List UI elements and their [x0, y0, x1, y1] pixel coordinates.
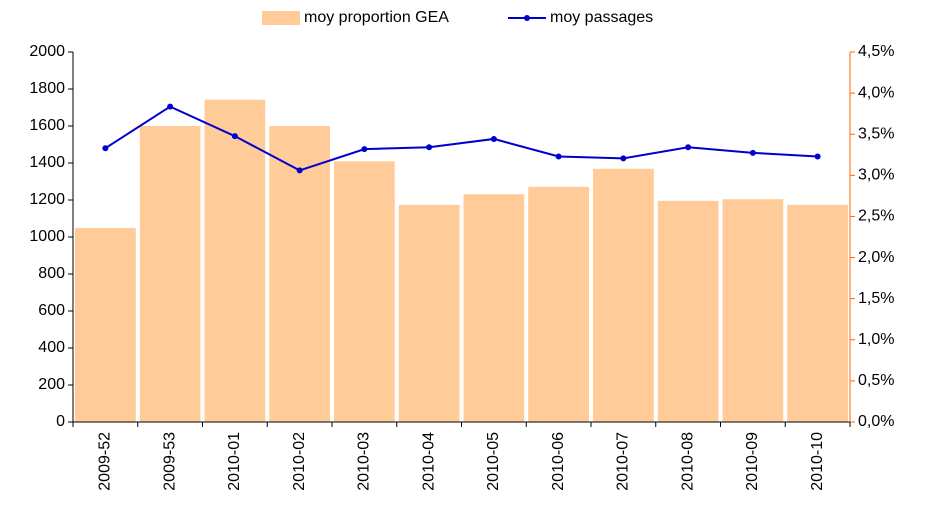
bar: [593, 168, 654, 422]
y-tick-label: 1200: [29, 191, 65, 208]
marker: [620, 155, 627, 162]
y2-tick-label: 2,0%: [858, 249, 894, 266]
y2-tick-label: 1,0%: [858, 331, 894, 348]
legend-marker: [524, 15, 530, 21]
y2-tick-label: 2,5%: [858, 208, 894, 225]
y-tick-label: 400: [38, 339, 65, 356]
marker: [361, 146, 368, 153]
legend-label: moy passages: [550, 9, 653, 26]
x-tick-label: 2010-02: [291, 432, 308, 491]
y2-tick-label: 4,0%: [858, 84, 894, 101]
bar: [463, 194, 525, 422]
x-tick-label: 2010-07: [615, 432, 632, 491]
y-tick-label: 2000: [29, 43, 65, 60]
y2-tick-label: 4,5%: [858, 43, 894, 60]
bar: [334, 161, 395, 422]
x-tick-label: 2010-04: [420, 432, 437, 491]
y-tick-label: 600: [38, 302, 65, 319]
line: [104, 105, 818, 172]
marker: [102, 145, 109, 152]
x-tick-label: 2010-03: [356, 432, 373, 491]
bar: [528, 186, 589, 422]
bar: [398, 204, 460, 422]
marker: [555, 153, 562, 160]
y-tick-label: 200: [38, 376, 65, 393]
x-tick-label: 2010-01: [226, 432, 243, 491]
bar: [204, 99, 266, 422]
x-tick-label: 2009-53: [161, 432, 178, 491]
bar: [722, 199, 784, 422]
y-tick-label: 800: [38, 265, 65, 282]
marker: [685, 144, 692, 151]
x-tick-label: 2010-09: [744, 432, 761, 491]
marker: [749, 149, 756, 156]
x-tick-label: 2009-52: [97, 432, 114, 491]
y2-tick-label: 3,0%: [858, 167, 894, 184]
marker: [490, 135, 497, 142]
marker: [814, 153, 821, 160]
x-tick-label: 2010-08: [679, 432, 696, 491]
x-tick-label: 2010-06: [550, 432, 567, 491]
marker: [296, 167, 303, 174]
y-tick-label: 1000: [29, 228, 65, 245]
bar: [269, 126, 330, 422]
y2-tick-label: 3,5%: [858, 125, 894, 142]
bar: [657, 200, 719, 422]
bar: [75, 227, 136, 422]
bar: [139, 126, 201, 422]
marker: [167, 103, 174, 110]
x-tick-label: 2010-10: [809, 432, 826, 491]
y-tick-label: 0: [56, 413, 65, 430]
y-tick-label: 1400: [29, 154, 65, 171]
y-tick-label: 1600: [29, 117, 65, 134]
bar: [787, 204, 848, 422]
legend-label: moy proportion GEA: [304, 9, 449, 26]
x-tick-label: 2010-05: [485, 432, 502, 491]
marker: [231, 133, 238, 140]
y2-tick-label: 0,5%: [858, 372, 894, 389]
marker: [426, 144, 433, 151]
y2-tick-label: 1,5%: [858, 290, 894, 307]
legend-swatch: [262, 11, 300, 25]
y2-tick-label: 0,0%: [858, 413, 894, 430]
y-tick-label: 1800: [29, 80, 65, 97]
